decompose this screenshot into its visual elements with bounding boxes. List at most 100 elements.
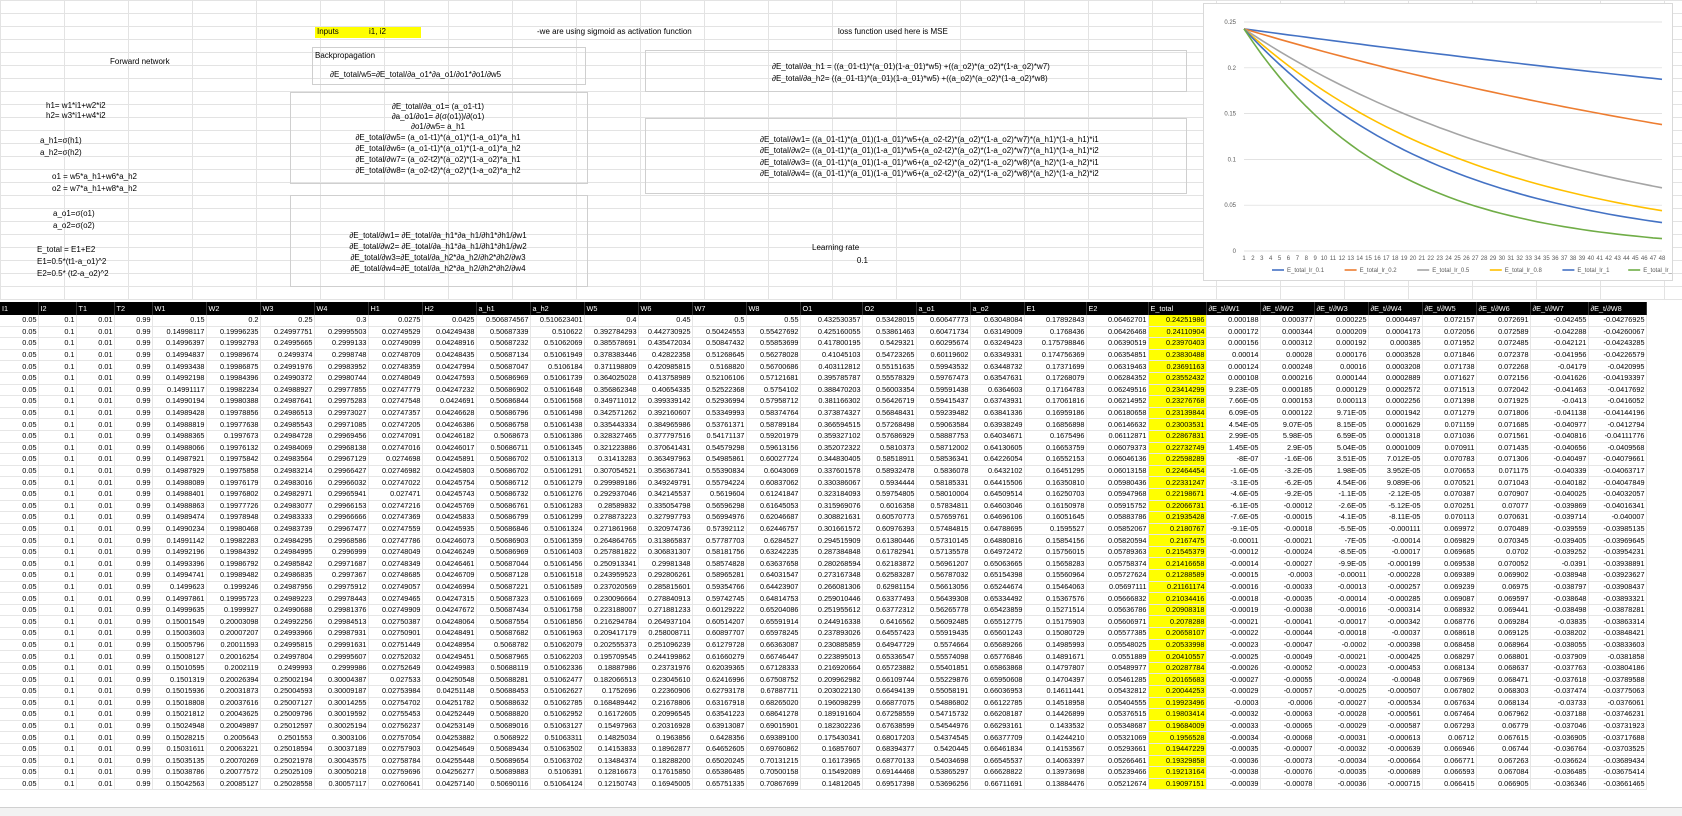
- table-cell[interactable]: 0.04254649: [422, 743, 477, 756]
- table-cell[interactable]: 0.16959186: [1024, 407, 1087, 420]
- table-cell[interactable]: 0.278840913: [638, 592, 693, 605]
- table-cell[interactable]: 0.25021978: [260, 755, 315, 768]
- table-cell[interactable]: -0.03675414: [1588, 766, 1647, 779]
- table-cell[interactable]: 0.51062952: [530, 708, 585, 721]
- table-cell[interactable]: 0.05606971: [1086, 615, 1149, 629]
- table-cell[interactable]: -1.6E-05: [1206, 465, 1261, 478]
- table-cell[interactable]: 0.56265778: [916, 604, 971, 617]
- table-cell[interactable]: 0.53761371: [692, 418, 747, 431]
- table-cell[interactable]: 0.59767473: [916, 372, 971, 385]
- table-cell[interactable]: 0.072042: [1476, 384, 1531, 397]
- table-cell[interactable]: 0.29966032: [314, 476, 369, 489]
- table-cell[interactable]: 0.19978856: [206, 407, 261, 420]
- table-cell[interactable]: 0.24984069: [260, 442, 315, 455]
- table-cell[interactable]: 0.000156: [1206, 337, 1261, 350]
- table-cell[interactable]: 0.63349331: [970, 349, 1025, 362]
- table-cell[interactable]: 0.20908318: [1148, 604, 1207, 617]
- table-cell[interactable]: 0.209962982: [800, 673, 863, 686]
- table-cell[interactable]: 0.230096664: [584, 592, 639, 605]
- table-cell[interactable]: 0.070653: [1422, 465, 1477, 478]
- table-cell[interactable]: 0.05: [0, 523, 39, 536]
- table-cell[interactable]: 0.29981348: [638, 557, 693, 571]
- table-cell[interactable]: -0.04193397: [1588, 372, 1647, 385]
- table-cell[interactable]: 0.05: [0, 581, 39, 594]
- table-cell[interactable]: 0.04245743: [422, 488, 477, 501]
- table-cell[interactable]: 0.14993396: [152, 557, 207, 571]
- table-cell[interactable]: 0.02757054: [368, 731, 423, 744]
- table-cell[interactable]: -0.03833603: [1588, 639, 1647, 652]
- table-cell[interactable]: 0.25007127: [260, 697, 315, 710]
- table-cell[interactable]: 0.64603046: [970, 500, 1025, 513]
- table-cell[interactable]: 0.02749909: [368, 604, 423, 617]
- table-cell[interactable]: 0.1: [38, 349, 77, 362]
- table-cell[interactable]: 0.24982971: [260, 488, 315, 501]
- table-cell[interactable]: 0.54723265: [862, 349, 917, 362]
- table-cell[interactable]: 0.216294784: [584, 615, 639, 629]
- table-cell[interactable]: 0.53349993: [692, 407, 747, 420]
- table-cell[interactable]: 0.15756015: [1024, 546, 1087, 559]
- table-cell[interactable]: 0.05: [0, 731, 39, 744]
- table-cell[interactable]: -0.00065: [1260, 720, 1315, 733]
- table-cell[interactable]: -0.0417692: [1588, 384, 1647, 397]
- table-cell[interactable]: 0.067293: [1422, 720, 1477, 733]
- table-cell[interactable]: 0.0274698: [368, 453, 423, 466]
- table-cell[interactable]: -0.00052: [1260, 662, 1315, 675]
- table-cell[interactable]: 0.067084: [1476, 766, 1531, 779]
- table-cell[interactable]: 0.01: [76, 372, 115, 385]
- table-cell[interactable]: 0.04245754: [422, 476, 477, 489]
- table-cell[interactable]: 0.56961207: [916, 557, 971, 571]
- table-cell[interactable]: 0.01: [76, 627, 115, 640]
- table-cell[interactable]: 0.05: [0, 766, 39, 779]
- table-cell[interactable]: 0.50687339: [476, 326, 531, 339]
- table-cell[interactable]: 0.352072322: [800, 442, 863, 455]
- table-cell[interactable]: 0.21288589: [1148, 569, 1207, 582]
- table-cell[interactable]: 0.02747357: [368, 407, 423, 420]
- table-cell[interactable]: -0.039252: [1530, 546, 1589, 559]
- table-cell[interactable]: 0.23731976: [638, 662, 693, 675]
- table-cell[interactable]: 0.5420445: [916, 743, 971, 756]
- table-cell[interactable]: 0.069538: [1422, 557, 1477, 571]
- table-cell[interactable]: -0.037188: [1530, 708, 1589, 721]
- table-cell[interactable]: 0.01: [76, 337, 115, 350]
- table-cell[interactable]: 0.071806: [1476, 407, 1531, 420]
- table-cell[interactable]: 0.02754702: [368, 697, 423, 710]
- table-cell[interactable]: 0.301661572: [800, 523, 863, 536]
- table-cell[interactable]: -0.03908437: [1588, 581, 1647, 594]
- table-cell[interactable]: 0.17892843: [1024, 315, 1087, 327]
- table-cell[interactable]: 0.327997793: [638, 511, 693, 524]
- table-cell[interactable]: 0.99: [114, 360, 153, 373]
- table-cell[interactable]: -9.9E-05: [1314, 557, 1369, 571]
- table-cell[interactable]: 0.50686902: [476, 384, 531, 397]
- table-cell[interactable]: -0.00032: [1314, 743, 1369, 756]
- table-cell[interactable]: 0.69144468: [862, 766, 917, 779]
- table-cell[interactable]: 0.072156: [1476, 372, 1531, 385]
- table-cell[interactable]: 0.01: [76, 650, 115, 663]
- table-cell[interactable]: 8.15E-05: [1314, 418, 1369, 431]
- table-cell[interactable]: 0.63167918: [692, 697, 747, 710]
- table-cell[interactable]: 0.243959523: [584, 569, 639, 582]
- table-cell[interactable]: 0.04255448: [422, 755, 477, 768]
- table-cell[interactable]: -0.03703525: [1588, 743, 1647, 756]
- table-cell[interactable]: 0.55794224: [692, 476, 747, 489]
- column-header[interactable]: ∂E_t/∂W8: [1588, 302, 1647, 315]
- table-cell[interactable]: 0.23552432: [1148, 372, 1207, 385]
- table-cell[interactable]: 0.04246073: [422, 534, 477, 547]
- table-cell[interactable]: 0.189191604: [800, 708, 863, 721]
- table-cell[interactable]: -3.1E-05: [1206, 476, 1261, 489]
- table-cell[interactable]: 0.067634: [1422, 697, 1477, 710]
- table-cell[interactable]: -0.00013: [1314, 581, 1369, 594]
- table-cell[interactable]: 0.384965986: [638, 418, 693, 431]
- table-cell[interactable]: 0.14999635: [152, 604, 207, 617]
- table-cell[interactable]: -0.00048: [1368, 673, 1423, 686]
- table-cell[interactable]: 0.05636786: [1086, 604, 1149, 617]
- table-cell[interactable]: -0.00025: [1314, 685, 1369, 698]
- table-cell[interactable]: -0.00037: [1368, 627, 1423, 640]
- table-cell[interactable]: 0.066593: [1422, 766, 1477, 779]
- table-cell[interactable]: 0.12150743: [584, 778, 639, 791]
- table-cell[interactable]: 0.070345: [1476, 534, 1531, 547]
- table-cell[interactable]: 0.20026394: [206, 673, 261, 686]
- table-cell[interactable]: 0.50686969: [476, 372, 531, 385]
- table-cell[interactable]: 0.02747548: [368, 395, 423, 408]
- table-cell[interactable]: 0.6284527: [746, 534, 801, 547]
- table-cell[interactable]: 0.19982283: [206, 534, 261, 547]
